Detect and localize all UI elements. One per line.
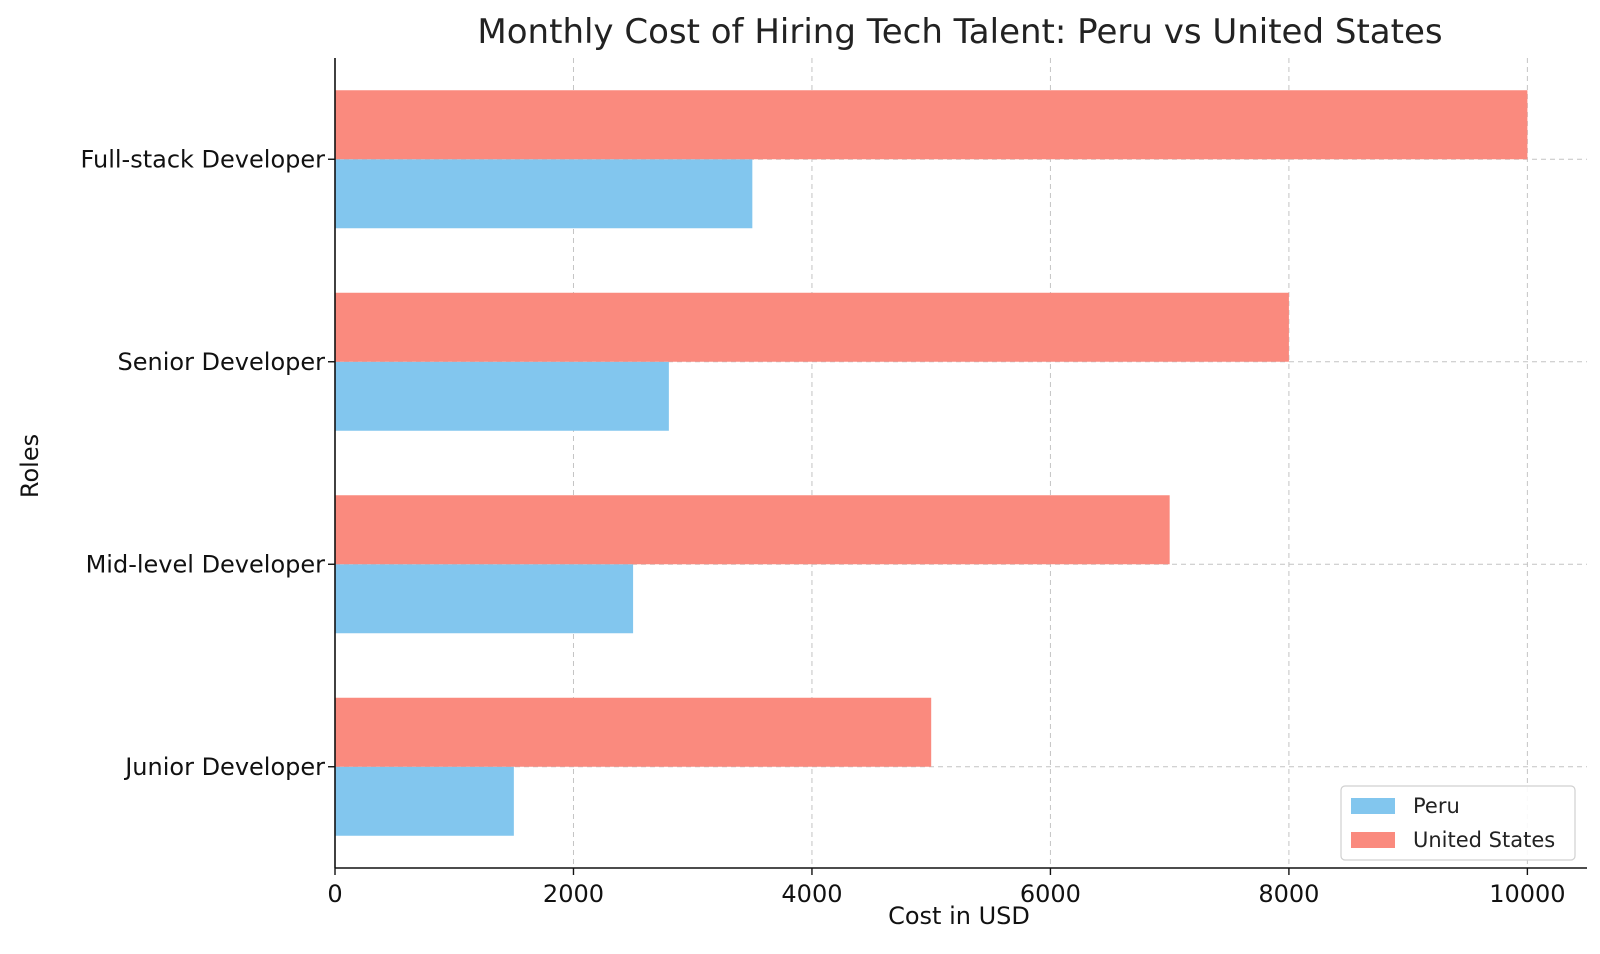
legend: Peru United States	[1340, 785, 1576, 861]
bar-peru	[335, 159, 753, 229]
category-label: Mid-level Developer	[86, 550, 326, 578]
x-tick-label: 8000	[1258, 880, 1319, 908]
ticks-layer: 0 2000 4000 6000 8000 10000	[327, 158, 1566, 908]
legend-box	[1340, 785, 1576, 861]
category-labels: Junior Developer Mid-level Developer Senio…	[81, 145, 326, 781]
legend-label: Peru	[1413, 794, 1460, 818]
legend-label: United States	[1413, 828, 1555, 852]
category-label: Full-stack Developer	[81, 145, 326, 173]
bars-layer	[335, 90, 1528, 836]
bar-united-states	[335, 697, 932, 767]
category-label: Senior Developer	[118, 348, 326, 376]
chart-title: Monthly Cost of Hiring Tech Talent: Peru…	[477, 12, 1442, 52]
category-label: Junior Developer	[123, 753, 325, 781]
x-tick-label: 10000	[1489, 880, 1565, 908]
bar-united-states	[335, 292, 1289, 362]
x-tick-label: 0	[327, 880, 342, 908]
bar-peru	[335, 361, 669, 431]
bar-united-states	[335, 90, 1528, 160]
y-axis-label: Roles	[16, 434, 44, 498]
x-axis-label: Cost in USD	[888, 902, 1030, 930]
legend-swatch	[1351, 832, 1395, 848]
x-tick-label: 2000	[543, 880, 604, 908]
bar-peru	[335, 564, 634, 634]
axes-layer	[334, 58, 1587, 869]
legend-swatch	[1351, 798, 1395, 814]
x-tick-label: 4000	[781, 880, 842, 908]
bar-peru	[335, 766, 514, 836]
bar-united-states	[335, 495, 1170, 565]
x-tick-label: 6000	[1020, 880, 1081, 908]
